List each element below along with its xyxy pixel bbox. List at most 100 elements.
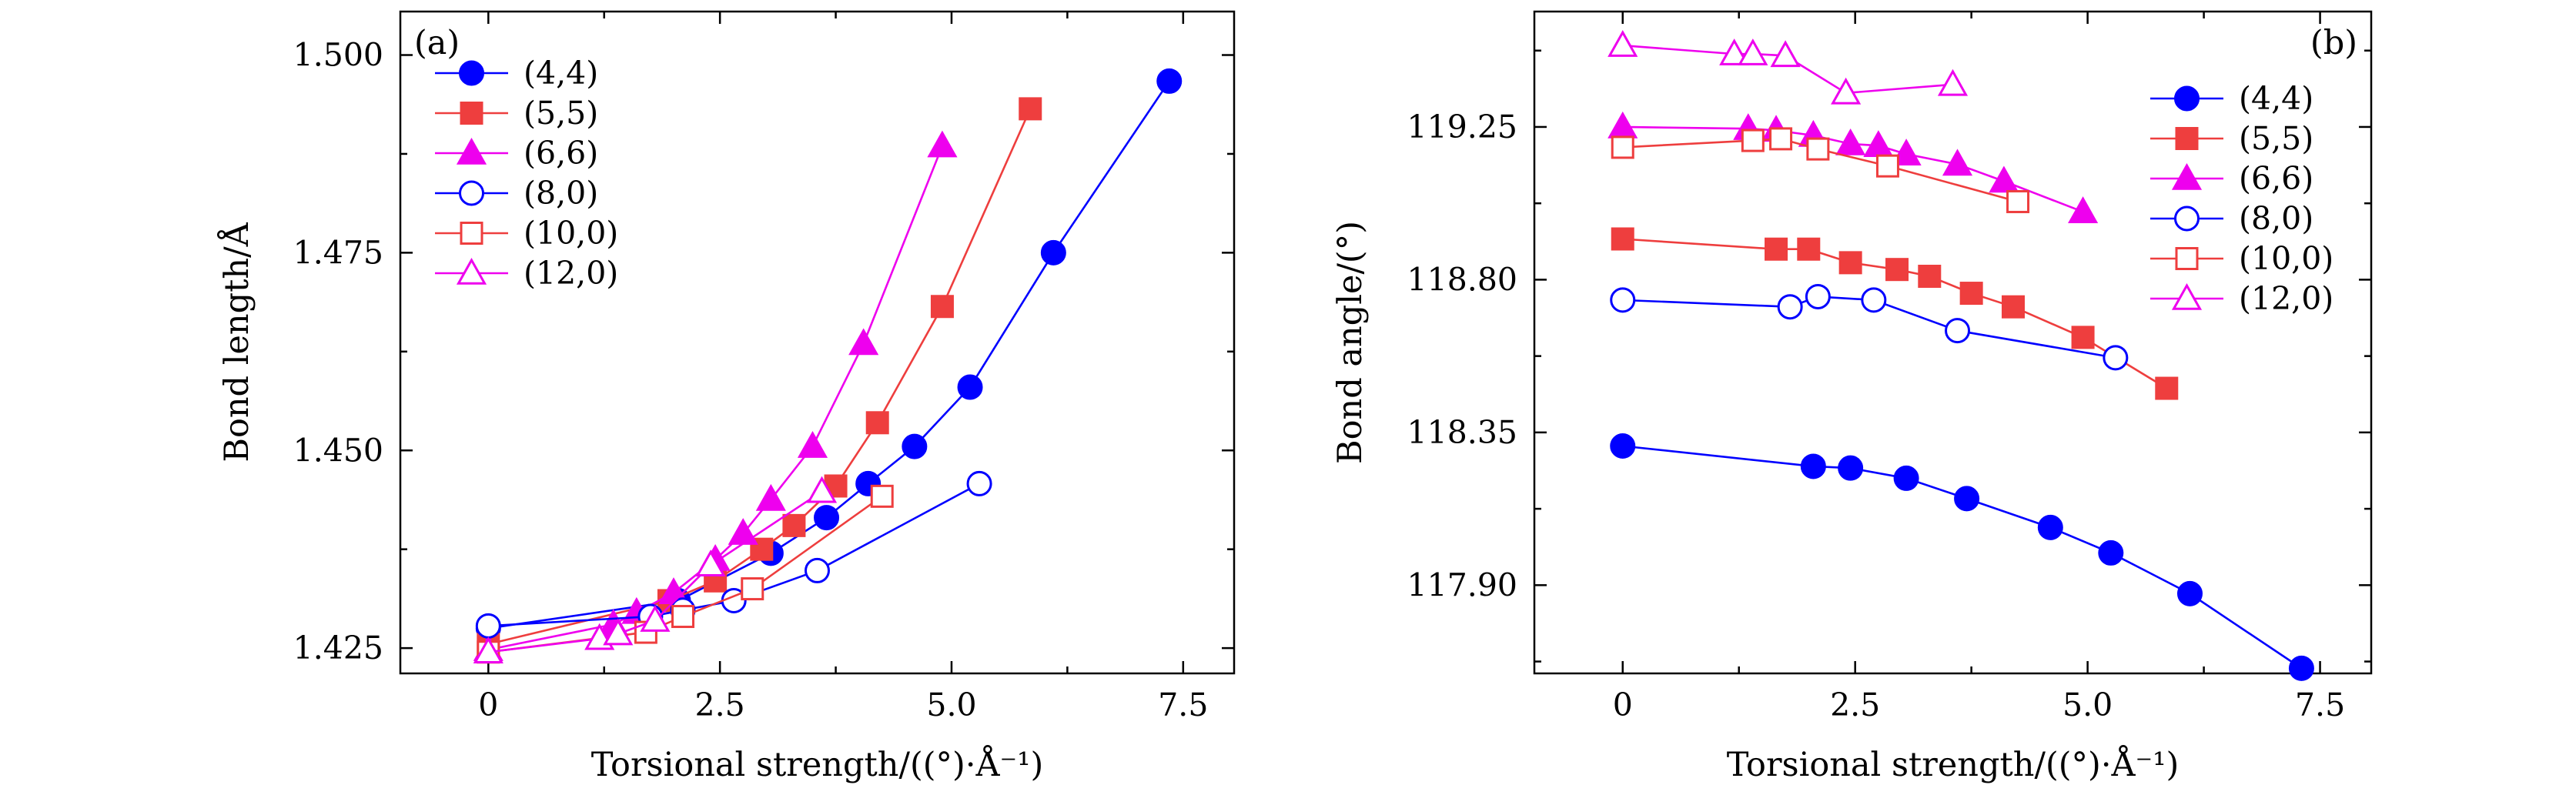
- legend-marker-100: [2175, 247, 2199, 270]
- legend-label-44: (4,4): [524, 55, 598, 92]
- x-tick-label: 2.5: [695, 686, 745, 723]
- y-tick-label: 119.25: [1407, 109, 1517, 145]
- x-tick-label: 5.0: [926, 686, 976, 723]
- data-point-80: [1610, 287, 1636, 313]
- y-tick-label: 1.450: [293, 432, 383, 469]
- data-point-66: [1835, 128, 1866, 155]
- data-point-55: [1885, 258, 1909, 282]
- series-line-55: [1622, 238, 2167, 389]
- series-line-120: [488, 490, 823, 653]
- data-point-66: [1607, 111, 1638, 139]
- series-line-80: [1622, 296, 2116, 359]
- panel-b-legend: (4,4)(5,5)(6,6)(8,0)(10,0)(12,0): [2150, 80, 2333, 317]
- data-point-44: [2288, 655, 2314, 681]
- legend-label-66: (6,6): [2239, 160, 2313, 197]
- legend-marker-80: [459, 180, 484, 206]
- data-point-44: [1800, 453, 1826, 479]
- data-point-66: [797, 431, 828, 458]
- data-point-100: [741, 577, 764, 601]
- legend-marker-120: [456, 257, 487, 285]
- data-point-100: [1875, 154, 1899, 178]
- data-point-120: [806, 476, 838, 503]
- legend-label-100: (10,0): [524, 215, 618, 252]
- legend-marker-44: [2174, 85, 2200, 112]
- data-point-80: [475, 613, 501, 639]
- data-point-44: [1610, 433, 1636, 459]
- data-point-44: [1156, 68, 1183, 94]
- data-point-120: [640, 605, 671, 632]
- panel-b-ticks: 0 2.5 5.0 7.5 117.90 118.35 118.80 119.25: [1407, 12, 2371, 723]
- y-tick-label: 118.80: [1407, 261, 1517, 298]
- legend-label-55: (5,5): [524, 95, 598, 132]
- panel-b-x-axis-label: Torsional strength/((°)·Å⁻¹): [1727, 745, 2180, 784]
- data-point-66: [1942, 149, 1973, 176]
- data-point-100: [1769, 127, 1793, 151]
- data-point-66: [1989, 165, 2019, 193]
- data-point-44: [2098, 539, 2124, 566]
- data-point-120: [603, 618, 634, 646]
- series-line-44: [1622, 445, 2303, 670]
- y-tick-label: 1.475: [293, 234, 383, 271]
- panel-a-y-axis-label: Bond length/Å: [217, 222, 256, 462]
- legend-marker-66: [456, 137, 487, 165]
- data-point-44: [2176, 580, 2203, 606]
- data-point-55: [1765, 237, 1788, 261]
- data-point-55: [930, 295, 954, 319]
- data-point-55: [1959, 282, 1983, 306]
- data-point-80: [1945, 318, 1971, 344]
- legend-label-66: (6,6): [524, 135, 598, 172]
- data-point-120: [1770, 40, 1801, 68]
- panel-a-frame: [399, 10, 1236, 675]
- data-point-80: [805, 557, 830, 583]
- data-point-80: [1861, 287, 1887, 313]
- data-point-80: [2103, 345, 2129, 371]
- x-tick-label: 2.5: [1830, 686, 1880, 723]
- panel-a-series: [473, 68, 1183, 664]
- legend-marker-55: [460, 102, 483, 125]
- data-point-80: [1805, 283, 1831, 309]
- legend-label-80: (8,0): [2239, 200, 2313, 237]
- data-point-100: [870, 484, 894, 508]
- data-point-66: [927, 130, 958, 158]
- data-point-55: [1611, 227, 1634, 251]
- data-point-44: [1040, 239, 1066, 266]
- legend-marker-55: [2175, 127, 2199, 150]
- data-point-80: [1777, 294, 1803, 320]
- panel-b-series: [1607, 30, 2314, 681]
- x-tick-label: 0: [1613, 686, 1633, 723]
- panel-a: 0 2.5 5.0 7.5 1.425 1.450 1.475 1.500 (a) Torsi…: [217, 10, 1236, 784]
- panel-b: 0 2.5 5.0 7.5 117.90 118.35 118.80 119.25 (b) T…: [1331, 10, 2373, 784]
- x-tick-label: 7.5: [2295, 686, 2345, 723]
- data-point-120: [473, 636, 503, 664]
- series-line-100: [1622, 138, 2019, 203]
- data-point-66: [755, 483, 786, 511]
- data-point-100: [2006, 189, 2030, 213]
- panel-a-label: (a): [414, 24, 460, 62]
- data-point-120: [1738, 38, 1768, 65]
- data-point-66: [2068, 196, 2099, 223]
- panel-a-ticks: 0 2.5 5.0 7.5 1.425 1.450 1.475 1.500: [293, 12, 1234, 723]
- data-point-55: [1918, 265, 1942, 288]
- panel-b-frame: [1533, 10, 2373, 675]
- data-point-44: [2037, 514, 2063, 540]
- panel-b-label: (b): [2310, 24, 2357, 62]
- y-tick-label: 1.425: [293, 630, 383, 666]
- data-point-66: [848, 328, 879, 356]
- panel-b-y-axis-label: Bond angle/(°): [1331, 221, 1370, 464]
- y-tick-label: 118.35: [1407, 414, 1517, 451]
- data-point-55: [1797, 237, 1821, 261]
- data-point-55: [2155, 376, 2179, 400]
- x-tick-label: 7.5: [1158, 686, 1208, 723]
- data-point-80: [966, 470, 992, 496]
- data-point-44: [814, 505, 840, 531]
- data-point-44: [1893, 465, 1919, 491]
- data-point-44: [1838, 455, 1864, 481]
- legend-label-80: (8,0): [524, 175, 598, 212]
- data-point-120: [1831, 77, 1862, 105]
- legend-marker-100: [460, 222, 483, 245]
- data-point-55: [1019, 97, 1042, 121]
- data-point-55: [2002, 295, 2026, 319]
- data-point-120: [1607, 30, 1638, 57]
- legend-label-100: (10,0): [2239, 240, 2333, 277]
